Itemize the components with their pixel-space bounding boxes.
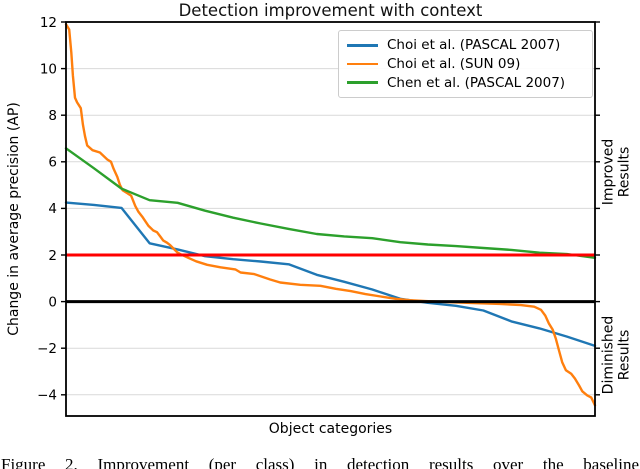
y-tick-label: 8 [48, 108, 57, 124]
y-tick-label: 4 [48, 201, 57, 217]
figure-caption: Figure 2. Improvement (per class) in det… [1, 455, 639, 469]
y-tick-label: 10 [40, 61, 57, 77]
y-tick-label: −2 [37, 341, 57, 357]
legend-item: Chen et al. (PASCAL 2007) [347, 73, 584, 92]
legend-label: Chen et al. (PASCAL 2007) [387, 74, 566, 91]
legend-item: Choi et al. (PASCAL 2007) [347, 36, 584, 55]
legend-line-swatch-orange [347, 62, 378, 66]
right-label-line: Diminished [600, 315, 617, 395]
right-label-line: Improved [600, 138, 617, 206]
y-tick-label: 12 [40, 15, 57, 31]
legend-label: Choi et al. (PASCAL 2007) [387, 37, 561, 54]
right-label-diminished: Diminished Results [600, 315, 632, 395]
legend: Choi et al. (PASCAL 2007) Choi et al. (S… [338, 30, 593, 98]
y-tick-label: 2 [48, 248, 57, 264]
right-label-line: Results [616, 329, 632, 381]
chart-title: Detection improvement with context [178, 1, 483, 20]
series-line-1 [64, 23, 597, 407]
y-tick-label: 0 [48, 294, 57, 310]
series-line-0 [64, 201, 597, 348]
right-label-line: Results [616, 146, 632, 198]
y-tick-label: −4 [37, 388, 57, 404]
x-axis-label: Object categories [268, 421, 393, 437]
y-tick-label: 6 [48, 155, 57, 171]
plot-frame [65, 21, 596, 417]
legend-label: Choi et al. (SUN 09) [387, 56, 521, 72]
legend-line-swatch-green [347, 81, 378, 84]
legend-item: Choi et al. (SUN 09) [347, 55, 584, 74]
series-line-2 [64, 147, 597, 259]
legend-line-swatch-blue [347, 44, 378, 47]
right-label-improved: Improved Results [600, 138, 632, 206]
